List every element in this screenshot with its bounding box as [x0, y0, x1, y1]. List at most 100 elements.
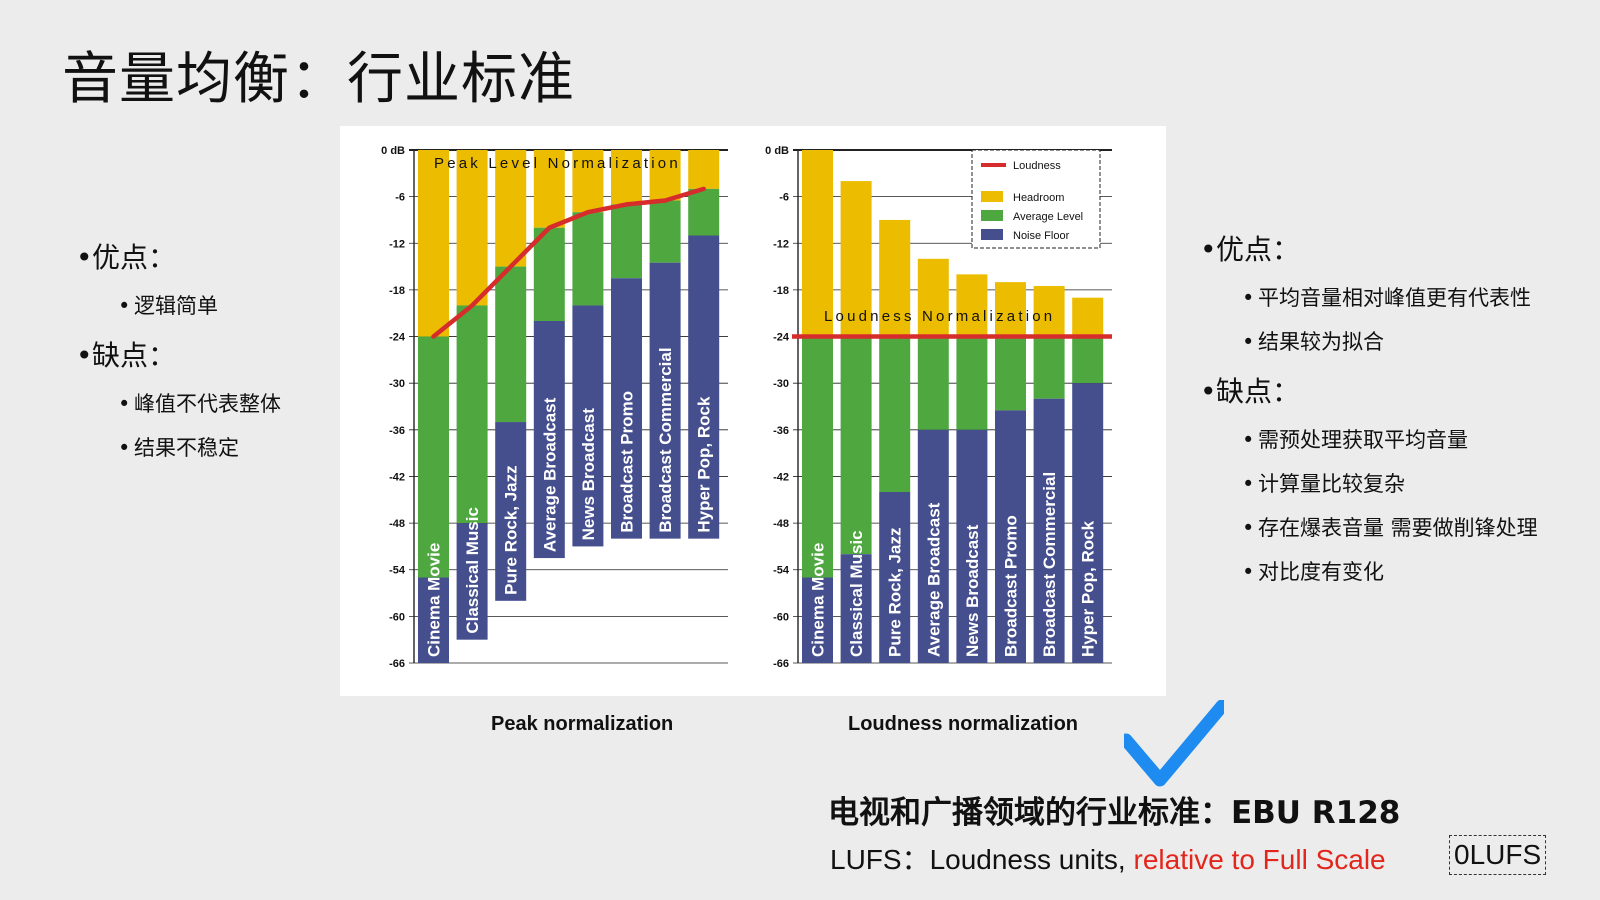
y-tick-label: 0 dB: [765, 145, 789, 157]
lufs-highlight: relative to Full Scale: [1133, 844, 1386, 875]
y-tick-label: -60: [389, 611, 405, 623]
bar-segment-noise-floor: [649, 262, 681, 539]
legend-label: Headroom: [1013, 192, 1064, 204]
y-tick-label: -24: [389, 332, 406, 344]
bar-segment-headroom: [879, 219, 911, 337]
bar-segment-noise-floor: [995, 410, 1026, 663]
bar-segment-noise-floor: [840, 554, 872, 663]
bar-segment-noise-floor: [917, 429, 949, 663]
bar-segment-headroom: [802, 150, 833, 337]
bar-segment-noise-floor: [495, 422, 527, 601]
y-tick-label: -12: [389, 238, 405, 250]
legend-label: Loudness: [1013, 160, 1061, 172]
bar-segment-headroom: [1033, 286, 1065, 337]
bar-segment-average-level: [533, 227, 565, 321]
category-label: Broadcast Commercial: [656, 347, 675, 532]
bar-segment-headroom: [649, 150, 681, 201]
y-tick-label: -36: [773, 425, 789, 437]
legend-swatch: [981, 229, 1003, 240]
category-label: Classical Music: [463, 507, 482, 634]
left-pros-item: • 逻辑简单: [118, 294, 218, 318]
bar-segment-average-level: [418, 336, 449, 578]
category-label: Pure Rock, Jazz: [886, 528, 905, 657]
chart-peak: 0 dB -6 -12 -18 -24 -30 -36 -42 -48 -54 -60 -66 Cine…: [381, 145, 728, 670]
legend-swatch: [981, 210, 1003, 221]
bar-segment-average-level: [688, 188, 720, 236]
right-cons-heading: •缺点：: [1200, 375, 1301, 408]
bar-segment-noise-floor: [1072, 383, 1104, 663]
bar-segment-headroom: [533, 150, 565, 228]
y-tick-label: -12: [773, 238, 789, 250]
lufs-definition: LUFS：Loudness units, relative to Full Sc…: [830, 838, 1386, 878]
y-tick-label: -6: [779, 192, 789, 204]
category-label: Cinema Movie: [425, 543, 444, 657]
y-tick-label: -66: [773, 658, 789, 670]
bar-segment-average-level: [802, 336, 833, 578]
right-cons-item: • 计算量比较复杂: [1242, 472, 1405, 496]
category-label: Classical Music: [847, 530, 866, 657]
bar-segment-headroom: [456, 150, 488, 306]
bar-segment-noise-floor: [879, 492, 911, 663]
bar-segment-average-level: [456, 305, 488, 524]
lufs-prefix: LUFS：Loudness units,: [830, 844, 1134, 875]
chart-svg: 0 dB -6 -12 -18 -24 -30 -36 -42 -48 -54 -60 -66 Cine…: [381, 145, 1112, 670]
bar-segment-noise-floor: [418, 577, 449, 663]
bar-segment-headroom: [688, 150, 720, 189]
checkmark-icon: [1124, 700, 1224, 787]
left-cons-item: • 峰值不代表整体: [118, 392, 281, 416]
peak-caption: Peak normalization: [491, 713, 674, 735]
right-pros-item: • 平均音量相对峰值更有代表性: [1242, 286, 1531, 310]
bar-segment-average-level: [1072, 336, 1104, 384]
bar-segment-average-level: [917, 336, 949, 430]
y-tick-label: -36: [389, 425, 405, 437]
left-cons-heading: •缺点：: [76, 339, 177, 372]
right-pros-heading: •优点：: [1200, 233, 1301, 266]
bar-segment-headroom: [917, 258, 949, 337]
bar-segment-average-level: [956, 336, 988, 430]
bar-segment-average-level: [995, 336, 1026, 411]
bar-segment-noise-floor: [802, 577, 833, 663]
bar-segment-noise-floor: [956, 429, 988, 663]
y-tick-label: 0 dB: [381, 145, 405, 157]
category-label: Average Broadcast: [540, 397, 559, 552]
bar-segment-average-level: [495, 266, 527, 423]
category-label: Broadcast Commercial: [1040, 472, 1059, 657]
y-tick-label: -6: [395, 192, 405, 204]
legend-label: Average Level: [1013, 211, 1083, 223]
right-bullet-list: •优点： • 平均音量相对峰值更有代表性 • 结果较为拟合 •缺点： • 需预处理获取…: [1200, 228, 1538, 600]
bar-segment-noise-floor: [572, 305, 604, 547]
y-tick-label: -48: [389, 518, 405, 530]
bar-segment-headroom: [572, 150, 604, 213]
bar-segment-noise-floor: [533, 321, 565, 559]
chart-panel: 0 dB -6 -12 -18 -24 -30 -36 -42 -48 -54 -60 -66 Cine…: [340, 126, 1166, 696]
left-bullet-list: •优点： • 逻辑简单 •缺点： • 峰值不代表整体 • 结果不稳定: [76, 236, 281, 476]
bar-segment-headroom: [840, 181, 872, 337]
bar-segment-average-level: [572, 212, 604, 306]
legend-label: Noise Floor: [1013, 230, 1070, 242]
chart-title: Peak Level Normalization: [434, 155, 681, 172]
bar-segment-headroom: [1072, 297, 1104, 337]
right-pros-item: • 结果较为拟合: [1242, 330, 1384, 354]
category-label: Hyper Pop, Rock: [695, 396, 714, 533]
bar-segment-noise-floor: [688, 235, 720, 539]
chart-title: Loudness Normalization: [824, 308, 1055, 325]
y-tick-label: -42: [773, 471, 789, 483]
y-tick-label: -60: [773, 611, 789, 623]
bar-segment-headroom: [418, 150, 449, 337]
y-tick-label: -54: [773, 565, 790, 577]
category-label: News Broadcast: [579, 408, 598, 541]
loudness-curve: [431, 186, 706, 339]
category-label: Average Broadcast: [924, 502, 943, 657]
right-cons-item: • 对比度有变化: [1242, 560, 1384, 584]
bar-segment-average-level: [879, 336, 911, 492]
bar-segment-headroom: [956, 274, 988, 337]
left-pros-heading: •优点：: [76, 241, 177, 274]
chart-legend: Loudness Headroom Average Level Noise Floor: [971, 149, 1101, 249]
chart-loudness: 0 dB -6 -12 -18 -24 -30 -36 -42 -48 -54 -60 -66 Cine…: [765, 145, 1112, 670]
bar-segment-noise-floor: [456, 523, 488, 640]
y-tick-label: -30: [389, 378, 405, 390]
bar-segment-average-level: [840, 336, 872, 555]
legend-swatch: [981, 191, 1003, 202]
y-tick-label: -18: [773, 285, 789, 297]
bar-segment-noise-floor: [611, 278, 642, 539]
